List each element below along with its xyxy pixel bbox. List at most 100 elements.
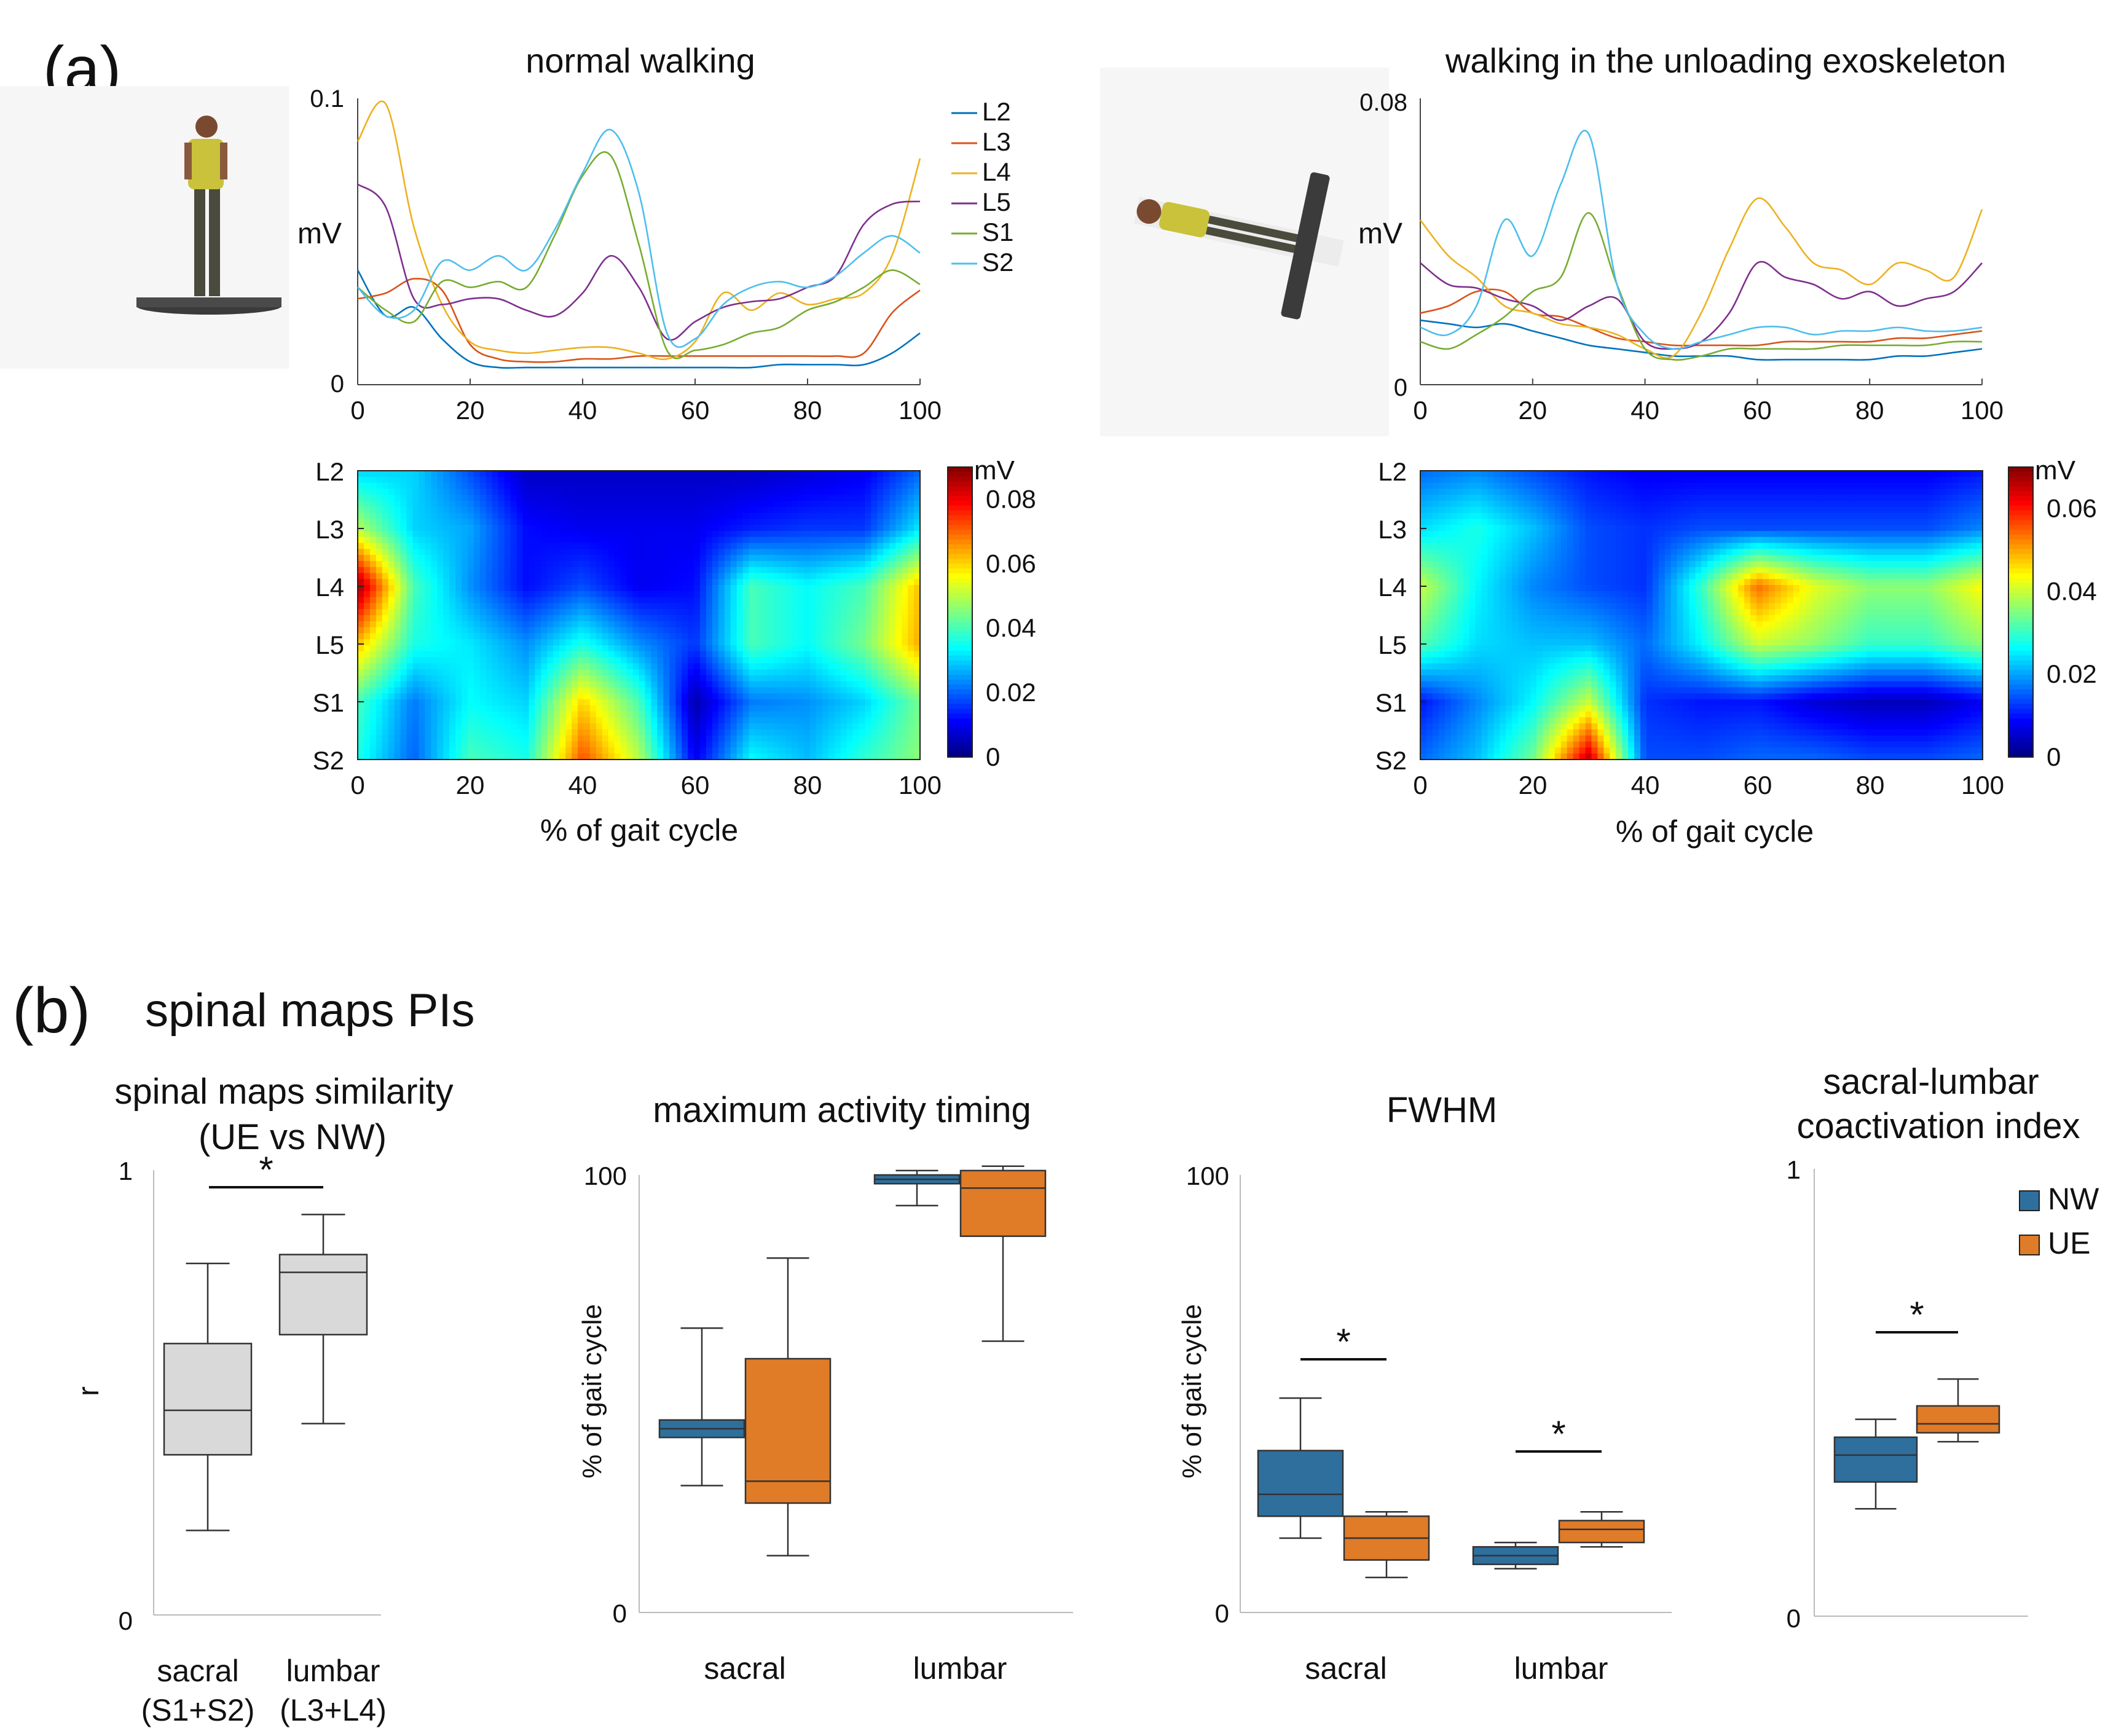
- left-heat-cell: [614, 747, 621, 754]
- left-heat-cell: [749, 651, 756, 658]
- left-heat-cell: [369, 585, 377, 592]
- left-heat-cell: [504, 513, 511, 519]
- left-heat-cell: [419, 597, 426, 604]
- left-heat-cell: [412, 729, 420, 736]
- left-heat-cell: [730, 669, 738, 676]
- left-heat-cell: [798, 705, 804, 712]
- left-heat-cell: [559, 681, 566, 688]
- left-heat-cell: [608, 579, 615, 586]
- left-heat-cell: [883, 573, 890, 579]
- left-heat-cell: [602, 585, 609, 592]
- left-heat-cell: [883, 555, 890, 562]
- left-heat-cell: [779, 543, 786, 549]
- left-heat-cell: [822, 500, 829, 508]
- left-heat-cell: [492, 530, 499, 538]
- left-heat-cell: [694, 513, 701, 519]
- left-heat-cell: [773, 651, 780, 658]
- left-heat-cell: [840, 741, 848, 748]
- left-heat-cell: [443, 471, 450, 477]
- left-heat-cell: [840, 476, 848, 484]
- left-heat-cell: [889, 489, 896, 495]
- left-heat-cell: [462, 506, 468, 514]
- left-heat-cell: [749, 506, 756, 514]
- left-heat-cell: [535, 482, 541, 489]
- left-heat-cell: [712, 723, 719, 730]
- left-heat-cell: [736, 723, 744, 730]
- left-heat-cell: [742, 579, 750, 586]
- left-heat-cell: [547, 615, 554, 622]
- left-heat-cell: [596, 543, 603, 549]
- right-heat-cell: [1658, 476, 1666, 484]
- right-xtick-label: 60: [1743, 396, 1772, 425]
- left-heat-cell: [724, 500, 731, 508]
- left-heat-cell: [657, 741, 664, 748]
- left-heat-cell: [706, 687, 713, 694]
- left-heat-cell: [694, 735, 701, 742]
- left-heat-cell: [455, 519, 462, 525]
- left-heat-cell: [468, 753, 474, 760]
- left-heat-cell: [486, 567, 493, 574]
- right-heat-cell: [1860, 471, 1867, 477]
- left-heat-cell: [608, 476, 615, 484]
- right-heat-cell: [1799, 482, 1806, 489]
- left-heat-cell: [669, 723, 676, 730]
- left-heat-cell: [449, 536, 456, 544]
- right-heat-cell: [1878, 476, 1886, 484]
- left-heat-cell: [614, 645, 621, 652]
- left-heat-cell: [798, 585, 804, 592]
- left-heat-cell: [699, 723, 707, 730]
- left-heat-cell: [767, 687, 774, 694]
- left-heat-cell: [865, 609, 872, 616]
- left-heat-cell: [369, 549, 377, 556]
- right-heat-cell: [1591, 471, 1599, 477]
- right-heat-cell: [1554, 482, 1562, 489]
- left-heat-cell: [369, 693, 377, 700]
- left-heat-cell: [516, 591, 524, 598]
- left-heat-cell: [376, 651, 383, 658]
- left-heat-cell: [871, 585, 878, 592]
- right-heat-cell: [1903, 482, 1910, 489]
- left-heat-cell: [626, 476, 634, 484]
- left-heat-cell: [510, 633, 517, 640]
- left-heat-cell: [639, 645, 646, 652]
- left-heat-cell: [455, 609, 462, 616]
- left-heat-cell: [645, 573, 651, 579]
- left-heat-cell: [376, 555, 383, 562]
- left-heat-cell: [462, 573, 468, 579]
- left-heat-cell: [589, 747, 597, 754]
- left-heat-cell: [706, 555, 713, 562]
- left-heat-cell: [694, 476, 701, 484]
- right-heat-cell: [1897, 476, 1904, 484]
- left-heat-cell: [358, 615, 364, 622]
- right-heat-cell: [1726, 482, 1733, 489]
- left-heat-cell: [535, 735, 541, 742]
- left-heat-cell: [840, 657, 848, 664]
- left-heat-cell: [608, 639, 615, 646]
- left-heat-cell: [589, 711, 597, 718]
- left-map-xtick-label: 100: [899, 771, 942, 799]
- left-heat-cell: [785, 615, 792, 622]
- left-heat-cell: [871, 753, 878, 760]
- left-heat-cell: [504, 519, 511, 525]
- left-heat-cell: [449, 639, 456, 646]
- left-heat-cell: [529, 530, 536, 538]
- left-heat-cell: [742, 500, 750, 508]
- right-heat-cell: [1707, 495, 1714, 501]
- left-heat-cell: [675, 723, 682, 730]
- left-heat-cell: [632, 482, 640, 489]
- left-heat-cell: [699, 591, 707, 598]
- left-heat-cell: [688, 489, 694, 495]
- left-heat-cell: [877, 711, 884, 718]
- left-heat-cell: [767, 633, 774, 640]
- left-heat-cell: [419, 500, 426, 508]
- left-heat-cell: [443, 543, 450, 549]
- left-heat-cell: [804, 717, 811, 724]
- left-heat-cell: [742, 482, 750, 489]
- left-heat-cell: [859, 627, 866, 634]
- left-heat-cell: [608, 525, 615, 532]
- left-heat-cell: [547, 482, 554, 489]
- left-heat-cell: [578, 525, 584, 532]
- right-heat-cell: [1530, 495, 1537, 501]
- left-heat-cell: [639, 699, 646, 706]
- left-heat-cell: [498, 549, 505, 556]
